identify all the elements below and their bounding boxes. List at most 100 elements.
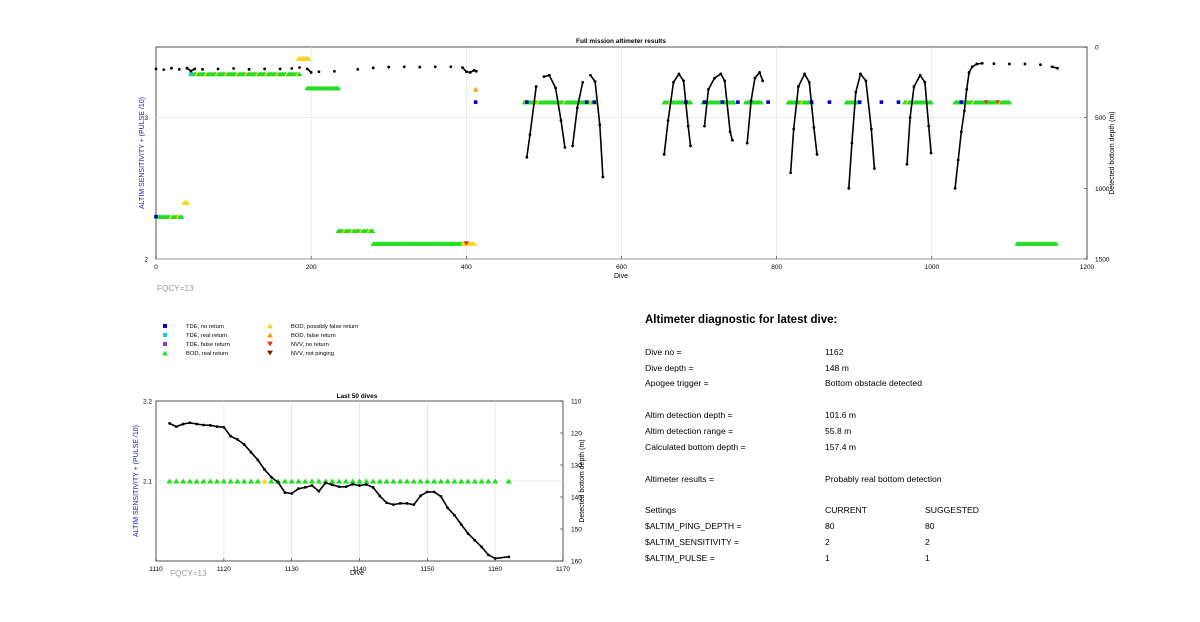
bod-marker (1053, 241, 1059, 246)
bottom-bod-marker (390, 478, 397, 484)
depth-point (728, 130, 732, 134)
depth-point (953, 186, 957, 190)
top-ticks: 0 200 400 600 800 1000 1200 2 3 0 500 1000 1500 (144, 45, 1109, 272)
depth-point (923, 80, 927, 84)
depth-point (1050, 65, 1054, 69)
depth-point (232, 67, 235, 70)
bottom-bod-marker (356, 478, 363, 484)
bottom-bod-marker (363, 478, 370, 484)
bottom-depth-point (337, 485, 341, 489)
depth-point (475, 69, 478, 73)
diagnostic-value: 157.4 m (825, 442, 857, 452)
bottom-depth-point (202, 423, 205, 427)
legend-label: NVV, not pinging (291, 351, 334, 357)
depth-point (371, 66, 375, 70)
top-x-tick-label: 1200 (1080, 264, 1095, 271)
depth-point (170, 66, 173, 70)
depth-point (216, 67, 220, 71)
legend-label: TDE, no return (186, 324, 224, 330)
depth-point (807, 80, 811, 84)
legend-label: NVV, no return (291, 342, 329, 348)
depth-point (464, 70, 468, 74)
depth-point (461, 66, 464, 69)
depth-point (789, 171, 793, 175)
diagnostic-value: 80 (825, 521, 835, 531)
depth-point (309, 71, 313, 74)
legend-label: TDE, real return (186, 333, 227, 339)
depth-point (563, 145, 567, 149)
legend-triangle-icon (267, 332, 273, 338)
depth-point (525, 155, 529, 159)
diagnostic-title: Altimeter diagnostic for latest dive: (645, 314, 838, 326)
bottom-x-tick-label: 1110 (149, 566, 163, 573)
bottom-bod-marker (430, 478, 438, 484)
bottom-depth-point (222, 425, 226, 429)
bottom-x-tick-label: 1120 (217, 566, 231, 573)
bottom-depth-point (344, 485, 348, 489)
bottom-depth-point (486, 553, 490, 557)
diagnostic-label: $ALTIM_PULSE = (645, 553, 715, 563)
depth-point (689, 144, 692, 148)
depth-point (247, 67, 251, 71)
bottom-bod-marker (505, 478, 512, 484)
bottom-bod-marker (322, 478, 329, 484)
depth-point (1008, 62, 1011, 66)
tde-no-return-marker (857, 100, 862, 104)
top-left-axis-label: ALTIM SENSITIVITY + (PULSE /10) (139, 97, 146, 209)
bod-marker (296, 71, 303, 77)
bottom-depth-point (364, 483, 368, 486)
depth-point (761, 79, 765, 83)
bottom-x-tick-label: 1170 (556, 566, 570, 573)
depth-point (796, 85, 800, 88)
top-left-tick-label: 3 (144, 115, 148, 122)
bottom-depth-point (351, 482, 355, 486)
top-right-axis-label: Detected bottom depth (m) (1109, 111, 1116, 194)
depth-point (753, 76, 757, 80)
depth-point (927, 124, 931, 128)
bottom-bod-marker (424, 478, 431, 484)
legend-label: BOD, possibly false return (291, 324, 358, 330)
tde-no-return-marker (879, 100, 884, 104)
depth-point (1056, 66, 1059, 70)
diagnostic-label: Apogee trigger = (645, 378, 709, 388)
bottom-right-tick-label: 140 (571, 495, 582, 502)
legend-triangle-icon (162, 350, 168, 356)
legend: TDE, no return TDE, real return TDE, false… (162, 323, 358, 357)
depth-point (593, 80, 597, 84)
bottom-depth-point (446, 506, 450, 510)
bottom-depth-point (256, 458, 260, 462)
depth-point (449, 65, 453, 69)
bottom-left-tick-label: 2.2 (143, 399, 152, 406)
tde-no-return-marker (473, 100, 478, 104)
tde-no-return-marker (702, 100, 707, 104)
bottom-bod-marker (261, 478, 268, 484)
diagnostic-label: Altim detection depth = (645, 410, 733, 420)
depth-point (418, 65, 422, 69)
depth-point (601, 175, 605, 179)
bottom-bod-marker (417, 478, 424, 484)
depth-point (534, 85, 538, 88)
depth-point (706, 88, 710, 91)
legend-label: TDE, false return (186, 342, 230, 348)
bottom-depth-point (208, 423, 212, 427)
depth-point (589, 73, 592, 77)
top-right-tick-label: 0 (1095, 45, 1099, 52)
bottom-depth-point (453, 513, 456, 517)
diagnostic-value: 2 (825, 537, 830, 547)
top-right-tick-label: 500 (1095, 115, 1106, 122)
depth-point (965, 88, 969, 91)
depth-point (177, 67, 181, 71)
top-chart: 0 200 400 600 800 1000 1200 2 3 0 500 1000 1500 Full… (139, 38, 1116, 293)
depth-point (547, 73, 551, 77)
bod-marker (731, 99, 737, 105)
depth-point (575, 106, 579, 110)
bottom-depth-point (473, 538, 477, 542)
bottom-bod-marker (471, 478, 479, 484)
bottom-depth-point (324, 481, 327, 485)
bottom-depth-point (412, 503, 416, 507)
diagnostic-label: Altimeter results = (645, 474, 715, 484)
bottom-depth-point (439, 494, 443, 498)
bottom-chart: 1110 1120 1130 1140 1150 1160 1170 2.2 2.1 110 120… (133, 393, 586, 578)
bottom-depth-point (425, 490, 429, 494)
depth-point (1023, 62, 1027, 66)
